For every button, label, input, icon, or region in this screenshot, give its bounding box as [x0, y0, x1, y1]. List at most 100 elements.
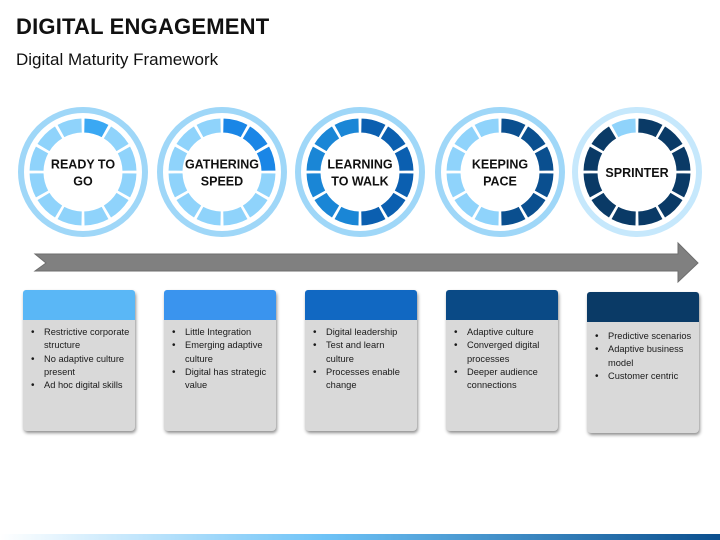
ring-segment	[590, 191, 618, 219]
ring-segment	[393, 145, 415, 172]
ring-segment	[195, 117, 222, 139]
bullet-item: Restrictive corporate structure	[31, 326, 131, 353]
ring-segment	[533, 172, 555, 199]
ring-segment	[56, 205, 83, 227]
page-subtitle: Digital Maturity Framework	[16, 50, 219, 69]
bullet-item: Little Integration	[172, 326, 272, 340]
ring-segment	[656, 191, 684, 219]
stage-ring-2: GATHERING SPEED	[157, 107, 287, 237]
ring-segment	[175, 191, 203, 219]
stage-ring-3: LEARNING TO WALK	[295, 107, 425, 237]
stage-label: GO	[73, 175, 93, 189]
ring-segment	[167, 145, 189, 172]
ring-segment	[393, 172, 415, 199]
stage-label: SPRINTER	[605, 166, 668, 180]
ring-center	[45, 134, 121, 210]
ring-segment	[255, 172, 277, 199]
ring-segment	[582, 145, 604, 172]
ring-segment	[519, 191, 547, 219]
ring-segment	[241, 191, 269, 219]
ring-segment	[445, 145, 467, 172]
ring-segment	[36, 125, 64, 153]
ring-segment	[473, 117, 500, 139]
ring-segment	[519, 125, 547, 153]
ring-center	[462, 134, 538, 210]
stage-ring-1: READY TO GO	[18, 107, 148, 237]
ring-center	[184, 134, 260, 210]
bullet-item: Ad hoc digital skills	[31, 379, 131, 393]
ring-segment	[313, 191, 341, 219]
ring-segment	[582, 172, 604, 199]
ring-segment	[590, 125, 618, 153]
ring-segment	[195, 205, 222, 227]
ring-segment	[500, 117, 527, 139]
stage-card-4: Adaptive cultureConverged digital proces…	[446, 290, 558, 431]
card-header	[587, 292, 699, 322]
ring-segment	[379, 125, 407, 153]
stage-card-2: Little IntegrationEmerging adaptive cult…	[164, 290, 276, 431]
bullet-item: Deeper audience connections	[454, 366, 554, 393]
bullet-item: Adaptive business model	[595, 343, 695, 370]
ring-segment	[453, 191, 481, 219]
ring-segment	[637, 117, 664, 139]
stage-label: PACE	[483, 175, 517, 189]
ring-segment	[102, 191, 130, 219]
stage-label: LEARNING	[327, 158, 392, 172]
ring-segment	[453, 125, 481, 153]
ring-segment	[670, 172, 692, 199]
ring-segment	[313, 125, 341, 153]
ring-segment	[360, 117, 387, 139]
card-bullet-list: Little IntegrationEmerging adaptive cult…	[172, 326, 272, 392]
ring-segment	[610, 117, 637, 139]
ring-segment	[28, 172, 50, 199]
stage-card-3: Digital leadershipTest and learn culture…	[305, 290, 417, 431]
ring-segment	[533, 145, 555, 172]
page-title: DIGITAL ENGAGEMENT	[16, 14, 270, 39]
card-bullet-list: Predictive scenariosAdaptive business mo…	[595, 330, 695, 383]
ring-segment	[500, 205, 527, 227]
card-header	[446, 290, 558, 320]
card-bullet-list: Restrictive corporate structureNo adapti…	[31, 326, 131, 393]
maturity-rings: READY TO GO GATHERING SPEED LEARNING TO WALK K…	[18, 107, 702, 237]
stage-card-5: Predictive scenariosAdaptive business mo…	[587, 292, 699, 433]
ring-segment	[28, 145, 50, 172]
ring-segment	[83, 117, 110, 139]
card-bullet-list: Adaptive cultureConverged digital proces…	[454, 326, 554, 392]
ring-segment	[222, 117, 249, 139]
stage-ring-4: KEEPING PACE	[435, 107, 565, 237]
bullet-item: Test and learn culture	[313, 339, 413, 366]
bullet-item: Processes enable change	[313, 366, 413, 393]
ring-segment	[360, 205, 387, 227]
stage-ring-5: SPRINTER	[572, 107, 702, 237]
ring-segment	[305, 172, 327, 199]
ring-center	[599, 134, 675, 210]
card-header	[164, 290, 276, 320]
card-header	[305, 290, 417, 320]
ring-segment	[116, 145, 138, 172]
ring-segment	[175, 125, 203, 153]
bullet-item: Predictive scenarios	[595, 330, 695, 344]
ring-segment	[167, 172, 189, 199]
bullet-item: Customer centric	[595, 370, 695, 384]
ring-segment	[36, 191, 64, 219]
stage-label: KEEPING	[472, 158, 528, 172]
ring-segment	[255, 145, 277, 172]
ring-segment	[83, 205, 110, 227]
ring-segment	[333, 117, 360, 139]
ring-segment	[637, 205, 664, 227]
ring-segment	[656, 125, 684, 153]
ring-segment	[379, 191, 407, 219]
stage-label: TO WALK	[331, 175, 388, 189]
ring-segment	[116, 172, 138, 199]
ring-segment	[102, 125, 130, 153]
ring-segment	[305, 145, 327, 172]
ring-segment	[56, 117, 83, 139]
stage-label: SPEED	[201, 175, 243, 189]
stage-label: READY TO	[51, 158, 115, 172]
card-bullet-list: Digital leadershipTest and learn culture…	[313, 326, 413, 392]
ring-segment	[610, 205, 637, 227]
ring-segment	[670, 145, 692, 172]
bullet-item: Adaptive culture	[454, 326, 554, 340]
bullet-item: No adaptive culture present	[31, 353, 131, 380]
card-header	[23, 290, 135, 320]
